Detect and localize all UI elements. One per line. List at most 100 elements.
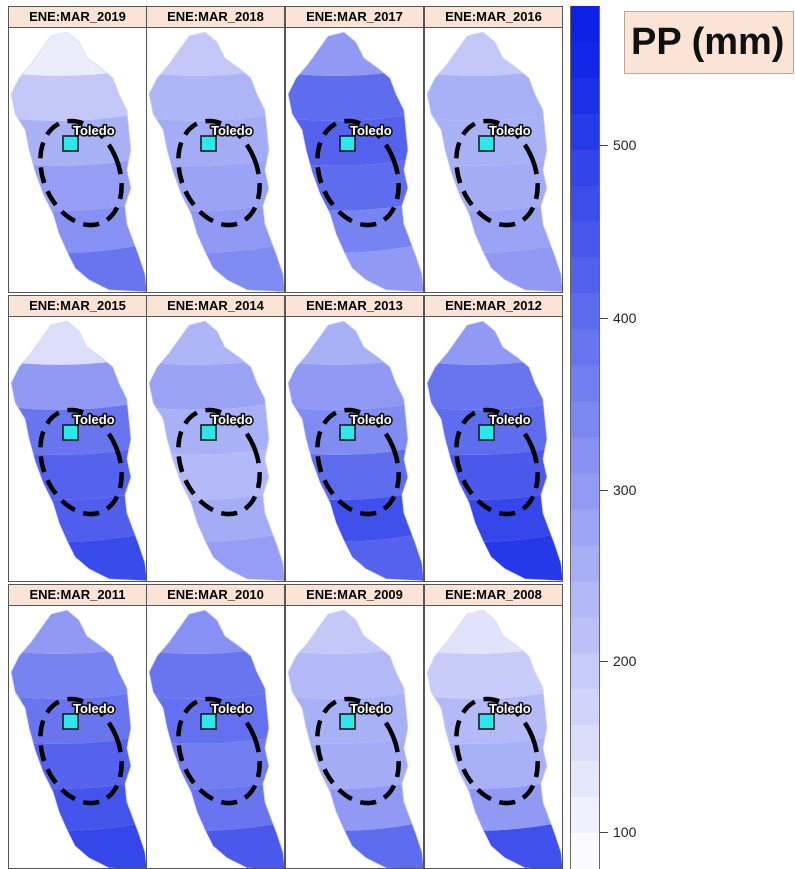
precipitation-band [288, 645, 423, 699]
legend-tick [600, 832, 608, 833]
map-panel: ENE:MAR_2012 Toledo [424, 295, 563, 582]
toledo-station-icon [200, 713, 217, 730]
basin-outline [426, 320, 562, 581]
basin-outline [148, 609, 284, 868]
panel-label: ENE:MAR_2012 [425, 296, 562, 317]
precipitation-band [427, 356, 562, 410]
toledo-label: Toledo [350, 412, 392, 427]
precipitation-band [11, 67, 146, 121]
map-panel: ENE:MAR_2019 Toledo [8, 6, 147, 293]
map-panel: ENE:MAR_2014 Toledo [146, 295, 285, 582]
precipitation-band [11, 321, 146, 365]
panel-label: ENE:MAR_2009 [286, 585, 423, 606]
precipitation-band [427, 321, 562, 365]
legend-tick-label: 300 [613, 482, 637, 498]
precipitation-field [288, 321, 423, 581]
basin-outline [287, 31, 423, 292]
study-area-ellipse [454, 696, 540, 806]
precipitation-field [427, 610, 562, 868]
precipitation-band [11, 32, 146, 76]
precipitation-field [288, 610, 423, 868]
study-area-ellipse [454, 407, 540, 517]
legend-tick [600, 318, 608, 319]
precipitation-map: Toledo [287, 320, 423, 581]
precipitation-map: Toledo [10, 320, 146, 581]
study-area-ellipse [38, 407, 124, 517]
toledo-label: Toledo [211, 123, 253, 138]
panel-label: ENE:MAR_2013 [286, 296, 423, 317]
precipitation-map: Toledo [148, 609, 284, 868]
precipitation-field [11, 321, 146, 581]
precipitation-map: Toledo [148, 320, 284, 581]
precipitation-field [427, 32, 562, 292]
toledo-label: Toledo [73, 412, 115, 427]
study-area-ellipse [315, 118, 401, 228]
precipitation-map: Toledo [148, 31, 284, 292]
panel-label: ENE:MAR_2014 [147, 296, 284, 317]
legend-tick [600, 145, 608, 146]
legend-tick-label: 100 [613, 824, 637, 840]
color-scale-bar [570, 6, 600, 869]
study-area-ellipse [315, 696, 401, 806]
map-panel: ENE:MAR_2009 Toledo [285, 584, 424, 869]
toledo-station-icon [339, 135, 356, 152]
precipitation-band [149, 32, 284, 76]
toledo-label: Toledo [489, 123, 531, 138]
study-area-ellipse [454, 118, 540, 228]
toledo-station-icon [478, 135, 495, 152]
precipitation-band [288, 67, 423, 121]
toledo-station-icon [62, 424, 79, 441]
precipitation-band [427, 610, 562, 654]
panel-label: ENE:MAR_2018 [147, 7, 284, 28]
map-panel: ENE:MAR_2013 Toledo [285, 295, 424, 582]
precipitation-field [149, 610, 284, 868]
basin-outline [148, 320, 284, 581]
legend-tick [600, 490, 608, 491]
map-panel: ENE:MAR_2015 Toledo [8, 295, 147, 582]
study-area-ellipse [315, 407, 401, 517]
study-area-ellipse [38, 696, 124, 806]
toledo-station-icon [478, 713, 495, 730]
precipitation-map: Toledo [426, 609, 562, 868]
precipitation-map: Toledo [10, 609, 146, 868]
toledo-station-icon [339, 424, 356, 441]
basin-outline [426, 609, 562, 868]
precipitation-band [149, 610, 284, 654]
legend-tick-label: 500 [613, 137, 637, 153]
basin-outline [10, 609, 146, 868]
precipitation-map: Toledo [426, 320, 562, 581]
toledo-station-icon [200, 424, 217, 441]
precipitation-band [288, 610, 423, 654]
basin-outline [10, 320, 146, 581]
map-panel: ENE:MAR_2010 Toledo [146, 584, 285, 869]
precipitation-map: Toledo [426, 31, 562, 292]
panel-label: ENE:MAR_2016 [425, 7, 562, 28]
toledo-station-icon [62, 135, 79, 152]
map-panel: ENE:MAR_2008 Toledo [424, 584, 563, 869]
legend-title: PP (mm) [624, 11, 794, 74]
precipitation-field [11, 610, 146, 868]
basin-outline [287, 609, 423, 868]
toledo-label: Toledo [73, 701, 115, 716]
precipitation-band [288, 32, 423, 76]
precipitation-band [427, 32, 562, 76]
precipitation-band [149, 321, 284, 365]
map-panel: ENE:MAR_2016 Toledo [424, 6, 563, 293]
precipitation-band [427, 67, 562, 121]
study-area-ellipse [176, 118, 262, 228]
precipitation-band [149, 645, 284, 699]
precipitation-band [11, 356, 146, 410]
study-area-ellipse [38, 118, 124, 228]
toledo-station-icon [478, 424, 495, 441]
precipitation-map: Toledo [287, 609, 423, 868]
panel-label: ENE:MAR_2017 [286, 7, 423, 28]
legend-tick-label: 200 [613, 653, 637, 669]
panel-label: ENE:MAR_2019 [9, 7, 146, 28]
toledo-label: Toledo [73, 123, 115, 138]
panel-label: ENE:MAR_2008 [425, 585, 562, 606]
toledo-label: Toledo [211, 701, 253, 716]
precipitation-band [288, 321, 423, 365]
precipitation-field [149, 321, 284, 581]
precipitation-field [11, 32, 146, 292]
toledo-station-icon [62, 713, 79, 730]
